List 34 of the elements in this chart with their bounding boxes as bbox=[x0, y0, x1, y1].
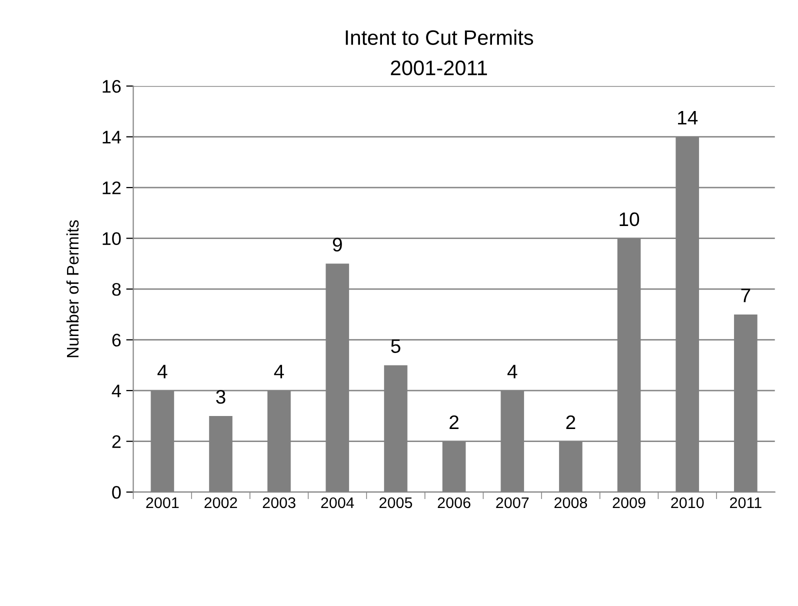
data-label: 7 bbox=[741, 288, 750, 302]
data-label: 5 bbox=[391, 339, 400, 354]
x-tick-label: 2006 bbox=[438, 497, 470, 508]
y-tick-label: 12 bbox=[102, 181, 121, 194]
y-axis-title: Number of Permits bbox=[66, 220, 79, 358]
data-label: 4 bbox=[157, 364, 168, 378]
x-tick-label: 2003 bbox=[262, 497, 296, 508]
y-tick-label: 16 bbox=[102, 80, 121, 93]
data-label: 9 bbox=[332, 238, 342, 252]
x-tick-label: 2005 bbox=[380, 497, 412, 508]
x-tick-label: 2010 bbox=[671, 497, 704, 508]
data-label: 10 bbox=[620, 212, 640, 226]
x-tick-label: 2011 bbox=[730, 497, 762, 508]
data-label: 4 bbox=[507, 364, 518, 378]
y-tick-label: 8 bbox=[112, 282, 121, 296]
chart-subtitle: 2001-2011 bbox=[390, 60, 487, 76]
x-tick-label: 2007 bbox=[496, 497, 529, 508]
x-tick-label: 2001 bbox=[146, 497, 179, 508]
y-tick-label: 14 bbox=[102, 130, 121, 144]
data-label: 4 bbox=[274, 364, 284, 378]
y-tick-label: 2 bbox=[112, 435, 121, 448]
x-tick-label: 2008 bbox=[554, 497, 588, 508]
y-tick-label: 4 bbox=[112, 384, 121, 398]
x-tick-label: 2004 bbox=[321, 497, 354, 508]
chart-title: Intent to Cut Permits bbox=[346, 30, 534, 45]
data-label: 14 bbox=[678, 111, 698, 124]
y-tick-label: 10 bbox=[102, 232, 121, 246]
data-label: 2 bbox=[566, 415, 576, 429]
data-label: 3 bbox=[216, 390, 226, 404]
x-tick-label: 2002 bbox=[204, 497, 237, 508]
y-tick-label: 0 bbox=[112, 486, 121, 499]
data-label: 2 bbox=[450, 415, 458, 429]
x-tick-label: 2009 bbox=[612, 497, 646, 508]
y-tick-label: 6 bbox=[112, 334, 121, 347]
